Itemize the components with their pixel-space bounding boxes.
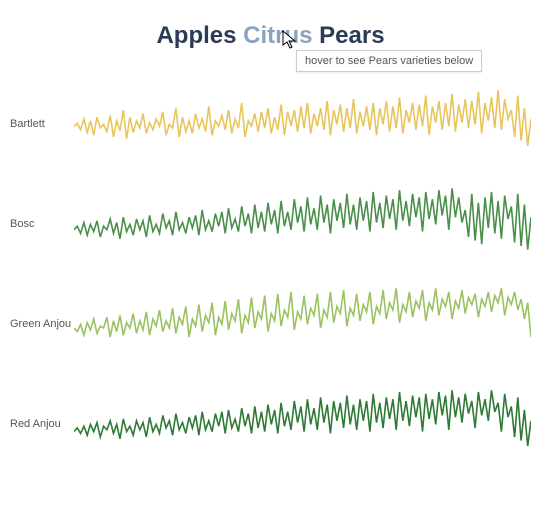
tab-citrus[interactable]: Citrus (243, 22, 312, 49)
chart-plot (74, 78, 531, 178)
tab-pears[interactable]: Pears (319, 22, 384, 49)
title-tabs: Apples Citrus Pears (0, 0, 541, 50)
chart-label: Bosc (10, 218, 34, 230)
tab-apples[interactable]: Apples (156, 22, 236, 49)
chart-plot (74, 378, 531, 478)
chart-label: Bartlett (10, 118, 45, 130)
chart-row-red-anjou: Red Anjou (0, 378, 541, 478)
chart-plot (74, 178, 531, 278)
chart-row-bartlett: Bartlett (0, 78, 541, 178)
charts-area: Bartlett Bosc Green Anjou Red Anjou (0, 78, 541, 478)
chart-label: Red Anjou (10, 418, 61, 430)
chart-row-green-anjou: Green Anjou (0, 278, 541, 378)
chart-row-bosc: Bosc (0, 178, 541, 278)
chart-plot (74, 278, 531, 378)
hover-tooltip: hover to see Pears varieties below (296, 50, 482, 72)
chart-label: Green Anjou (10, 318, 71, 330)
